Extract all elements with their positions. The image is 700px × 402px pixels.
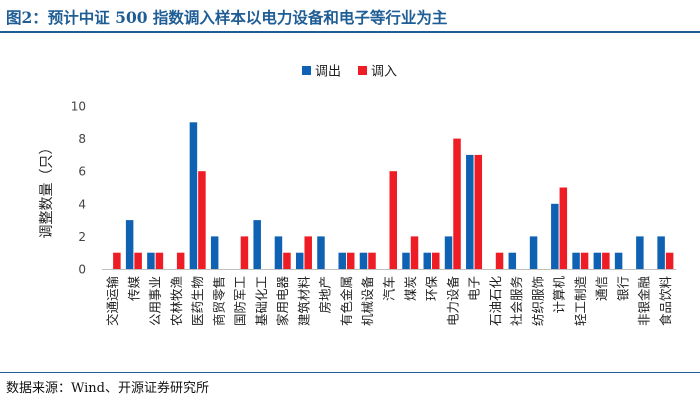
x-tick-label: 汽车 — [382, 276, 397, 301]
x-tick-label: 医药生物 — [190, 276, 205, 326]
bar-in — [432, 252, 440, 269]
bar-in — [602, 252, 610, 269]
bar-out — [593, 252, 602, 269]
bar-in — [283, 252, 291, 269]
bar-in — [198, 171, 206, 269]
bar-in — [580, 252, 589, 269]
source-divider — [0, 372, 700, 373]
bar-in — [665, 252, 674, 269]
bar-out — [317, 236, 325, 269]
bar-in — [453, 138, 461, 269]
y-tick-label: 10 — [71, 100, 86, 114]
bar-out — [402, 252, 410, 269]
y-tick-label: 6 — [78, 165, 86, 179]
x-tick-label: 纺织服饰 — [530, 276, 545, 326]
bar-out — [210, 236, 219, 269]
x-tick-label: 农林牧渔 — [169, 276, 184, 326]
bar-in — [474, 154, 483, 269]
bar-series — [113, 122, 674, 269]
x-tick-label: 计算机 — [552, 276, 567, 314]
legend-label: 调出 — [315, 65, 341, 80]
bar-out — [529, 236, 538, 269]
x-tick-label: 非银金融 — [637, 276, 652, 327]
x-tick-label: 机械设备 — [360, 276, 375, 327]
bar-in — [304, 236, 312, 269]
bar-out — [274, 236, 283, 269]
bar-out — [614, 252, 623, 269]
y-axis-title: 调整数量（只） — [39, 141, 55, 239]
bar-out — [253, 220, 261, 269]
figure-source: 数据来源：Wind、开源证券研究所 — [6, 381, 209, 396]
bar-out — [423, 252, 432, 269]
bar-out — [444, 236, 453, 269]
bar-in — [176, 252, 185, 269]
x-tick-label: 通信 — [594, 276, 609, 301]
x-tick-label: 煤炭 — [403, 276, 418, 301]
bar-out — [636, 236, 644, 269]
x-tick-label: 商贸零售 — [211, 276, 226, 326]
x-tick-label: 银行 — [615, 276, 630, 301]
y-tick-label: 0 — [78, 263, 86, 277]
x-tick-label: 建筑材料 — [296, 276, 311, 327]
x-tick-label: 交通运输 — [105, 276, 120, 327]
bar-in — [240, 236, 249, 269]
bar-in — [559, 187, 568, 269]
bar-in — [389, 171, 397, 269]
bar-in — [410, 236, 419, 269]
legend-swatch — [358, 66, 367, 75]
bar-in — [155, 252, 164, 269]
title-divider — [0, 31, 700, 33]
bar-out — [657, 236, 665, 269]
x-tick-label: 家用电器 — [275, 276, 290, 327]
legend-label: 调入 — [371, 65, 397, 80]
x-tick-label: 房地产 — [318, 276, 333, 314]
x-axis: 交通运输 传媒 公用事业 农林牧渔 医药生物 商贸零售 国防军工 基础化工 家用电器 建筑材料 房地… — [102, 269, 676, 327]
bar-in — [113, 252, 121, 269]
x-tick-label: 食品饮料 — [658, 276, 673, 327]
bar-out — [189, 122, 198, 269]
bar-out — [508, 252, 517, 269]
bar-out — [572, 252, 580, 269]
bar-out — [551, 203, 559, 269]
x-tick-label: 轻工制造 — [573, 276, 588, 327]
bar-in — [495, 252, 504, 269]
bar-in — [368, 252, 376, 269]
x-tick-label: 石油石化 — [488, 276, 503, 327]
x-tick-label: 有色金属 — [339, 276, 354, 326]
figure-title: 图2：预计中证 500 指数调入样本以电力设备和电子等行业为主 — [6, 8, 448, 27]
x-tick-label: 电力设备 — [445, 276, 460, 327]
y-tick-label: 8 — [78, 132, 86, 146]
bar-in — [134, 252, 142, 269]
bar-chart: 调出 调入 0 2 4 6 8 10 调整数量（只） 交通运输 传媒 公用事业 农林牧渔 医药生物 商贸… — [39, 65, 676, 327]
bar-out — [295, 252, 304, 269]
bar-out — [147, 252, 155, 269]
x-tick-label: 电子 — [467, 276, 482, 301]
bar-out — [125, 220, 134, 269]
y-tick-label: 4 — [78, 197, 86, 211]
y-tick-label: 2 — [78, 230, 86, 244]
x-tick-label: 社会服务 — [509, 276, 524, 326]
bar-out — [338, 252, 346, 269]
bar-out — [466, 154, 474, 269]
legend-swatch — [302, 66, 311, 75]
bar-in — [346, 252, 355, 269]
x-tick-label: 环保 — [424, 276, 439, 302]
bar-out — [359, 252, 368, 269]
x-tick-label: 传媒 — [126, 276, 141, 302]
x-tick-label: 国防军工 — [233, 276, 248, 326]
chart-legend: 调出 调入 — [302, 65, 397, 80]
x-tick-label: 基础化工 — [254, 276, 269, 326]
x-tick-label: 公用事业 — [148, 276, 163, 326]
y-axis: 0 2 4 6 8 10 调整数量（只） — [39, 100, 86, 277]
